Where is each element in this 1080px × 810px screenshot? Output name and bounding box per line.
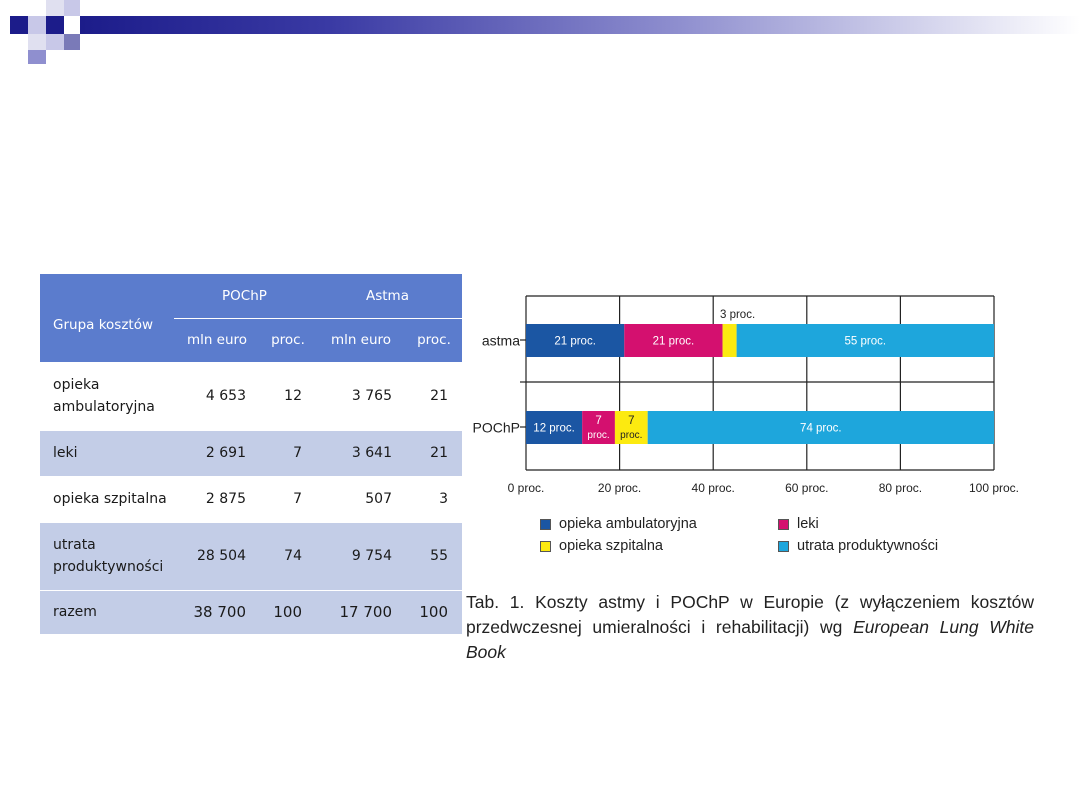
header-astma: Astma xyxy=(316,274,462,318)
legend-swatch xyxy=(540,540,551,552)
x-tick-label: 100 proc. xyxy=(969,481,1019,495)
category-label: POChP xyxy=(473,420,520,436)
header-astma-mln: mln euro xyxy=(316,317,406,362)
legend-label: opieka szpitalna xyxy=(559,538,663,554)
stacked-bar-chart: astma 21 proc. 21 proc. 3 proc. 55 proc. POCh… xyxy=(473,295,1019,495)
row-label: leki xyxy=(40,430,174,477)
cell-astma-mln: 3 641 xyxy=(316,430,406,477)
table-caption: Tab. 1. Koszty astmy i POChP w Europie (… xyxy=(466,590,1034,665)
cell-pochp-proc: 100 xyxy=(260,590,316,635)
data-label: 12 proc. xyxy=(533,423,575,435)
legend-label: utrata produktywności xyxy=(797,538,939,554)
cell-pochp-mln: 4 653 xyxy=(174,362,260,431)
legend-swatch xyxy=(540,518,551,530)
bar-segment xyxy=(647,411,994,444)
cell-astma-proc: 100 xyxy=(406,590,462,635)
x-tick-label: 60 proc. xyxy=(785,481,828,495)
x-tick-label: 40 proc. xyxy=(692,481,735,495)
legend-item: opieka szpitalna xyxy=(540,538,663,554)
bar-segment xyxy=(614,411,648,444)
header-pochp-mln: mln euro xyxy=(174,317,260,362)
category-label: astma xyxy=(482,333,520,349)
deco-square xyxy=(46,16,64,34)
row-label: opieka ambulatoryjna xyxy=(40,362,174,431)
legend-swatch xyxy=(778,540,789,552)
data-label: proc. xyxy=(587,430,609,441)
cell-pochp-proc: 7 xyxy=(260,430,316,477)
row-label: utrata produktywności xyxy=(40,522,174,591)
row-label: opieka szpitalna xyxy=(40,476,174,523)
header-pochp-proc: proc. xyxy=(260,317,316,362)
cell-astma-proc: 55 xyxy=(406,522,462,591)
cell-astma-proc: 21 xyxy=(406,362,462,431)
table-row: leki 2 691 7 3 641 21 xyxy=(40,430,462,477)
cell-pochp-mln: 2 875 xyxy=(174,476,260,523)
caption-source: European Lung White Book xyxy=(466,617,1034,662)
bar-segment xyxy=(526,411,583,444)
cell-pochp-mln: 38 700 xyxy=(174,590,260,635)
data-label: proc. xyxy=(620,430,642,441)
cost-table: Grupa kosztów POChP Astma mln euro proc.… xyxy=(40,274,462,635)
legend-item: leki xyxy=(778,516,819,532)
data-label: 74 proc. xyxy=(800,423,842,435)
cell-astma-mln: 3 765 xyxy=(316,362,406,431)
title-bar xyxy=(80,16,1080,34)
bar-segment xyxy=(624,324,723,357)
deco-square xyxy=(46,34,64,50)
data-label: 7 xyxy=(628,415,634,427)
cell-pochp-proc: 12 xyxy=(260,362,316,431)
legend-label: leki xyxy=(797,516,819,532)
deco-square xyxy=(64,34,80,50)
deco-square xyxy=(28,50,46,64)
cell-astma-mln: 17 700 xyxy=(316,590,406,635)
table-row: opieka ambulatoryjna 4 653 12 3 765 21 xyxy=(40,362,462,431)
data-label: 55 proc. xyxy=(845,336,887,348)
cell-astma-proc: 3 xyxy=(406,476,462,523)
table-row: utrata produktywności 28 504 74 9 754 55 xyxy=(40,522,462,591)
cell-pochp-mln: 28 504 xyxy=(174,522,260,591)
legend-item: utrata produktywności xyxy=(778,538,938,554)
data-label: 7 xyxy=(595,415,601,427)
table-row-total: razem 38 700 100 17 700 100 xyxy=(40,590,462,635)
x-tick-label: 20 proc. xyxy=(598,481,641,495)
data-label: 21 proc. xyxy=(554,336,596,348)
x-tick-label: 0 proc. xyxy=(508,481,545,495)
header-group: Grupa kosztów xyxy=(40,274,174,362)
legend-label: opieka ambulatoryjna xyxy=(559,516,697,532)
cell-astma-mln: 507 xyxy=(316,476,406,523)
header-pochp: POChP xyxy=(174,274,316,318)
x-tick-label: 80 proc. xyxy=(879,481,922,495)
legend-swatch xyxy=(778,518,789,530)
header-astma-proc: proc. xyxy=(406,317,462,362)
cell-pochp-mln: 2 691 xyxy=(174,430,260,477)
cell-astma-mln: 9 754 xyxy=(316,522,406,591)
cell-pochp-proc: 74 xyxy=(260,522,316,591)
bar-segment xyxy=(722,324,737,357)
data-label: 3 proc. xyxy=(720,309,755,321)
cell-pochp-proc: 7 xyxy=(260,476,316,523)
caption-text: Tab. 1. Koszty astmy i POChP w Europie (… xyxy=(466,592,1034,637)
deco-square xyxy=(64,0,80,16)
data-label: 21 proc. xyxy=(653,336,695,348)
deco-square xyxy=(28,16,46,34)
row-label: razem xyxy=(40,590,174,635)
bar-segment xyxy=(736,324,994,357)
table-row: opieka szpitalna 2 875 7 507 3 xyxy=(40,476,462,523)
deco-square xyxy=(46,0,64,16)
deco-square xyxy=(28,34,46,50)
cell-astma-proc: 21 xyxy=(406,430,462,477)
deco-square xyxy=(10,16,28,34)
legend-item: opieka ambulatoryjna xyxy=(540,516,697,532)
bar-segment xyxy=(526,324,625,357)
bar-segment xyxy=(582,411,615,444)
